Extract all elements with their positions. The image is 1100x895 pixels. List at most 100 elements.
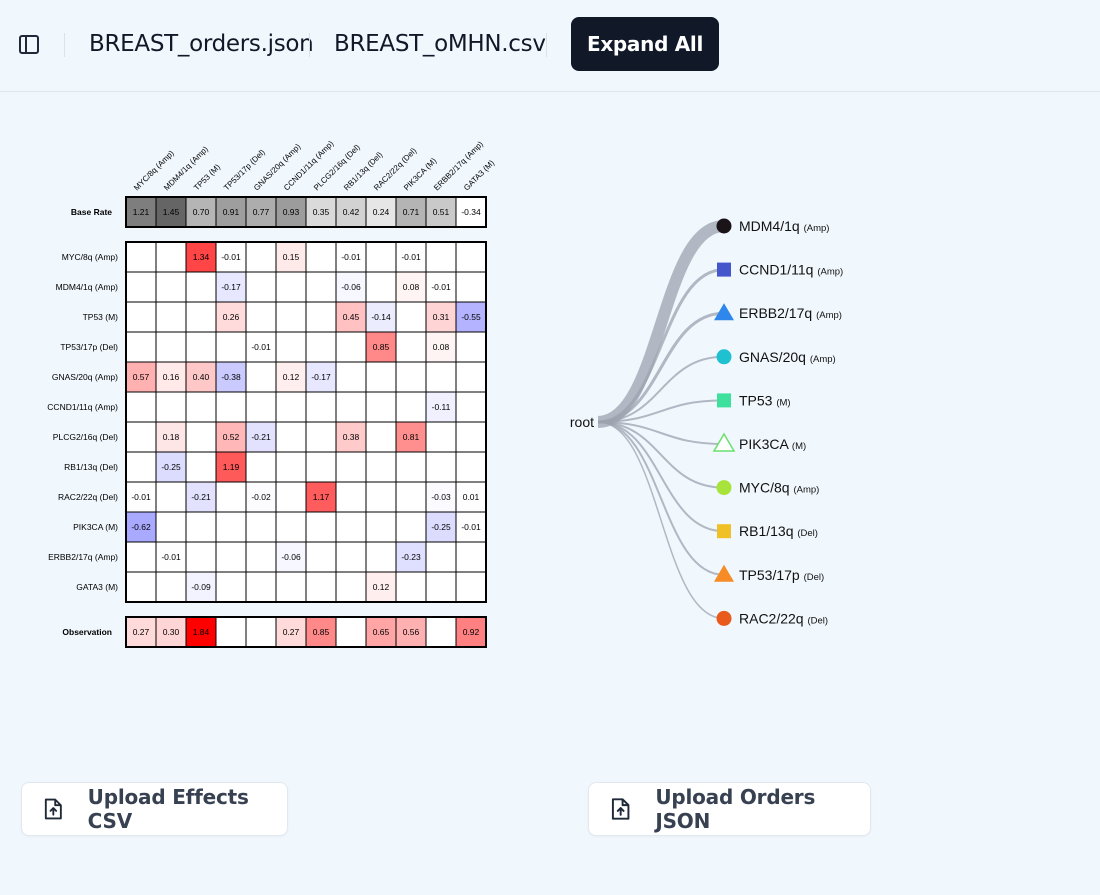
effect-cell <box>455 271 487 303</box>
effect-cell <box>425 421 457 453</box>
effect-cell: 0.26 <box>215 301 247 333</box>
effect-cell <box>425 361 457 393</box>
effect-cell: 0.12 <box>275 361 307 393</box>
circle-marker-icon <box>716 218 732 234</box>
base-rate-label: Base Rate <box>71 207 112 217</box>
effect-cell <box>275 571 307 603</box>
triangle-marker-icon <box>714 564 734 582</box>
effect-cell <box>455 331 487 363</box>
tree-node[interactable]: ERBB2/17q (Amp) <box>714 303 842 321</box>
effect-cell: 0.40 <box>185 361 217 393</box>
effect-cell <box>335 361 367 393</box>
effect-cell <box>215 571 247 603</box>
base-rate-cell: 0.35 <box>305 196 337 228</box>
effect-cell <box>125 421 157 453</box>
effect-cell <box>275 301 307 333</box>
tree-node-label: PIK3CA (M) <box>739 436 806 452</box>
upload-effects-csv-button[interactable]: Upload Effects CSV <box>21 782 288 836</box>
effects-heatmap: MYC/8q (Amp) MDM4/1q (Amp) TP53 (M) TP53/17… <box>47 139 496 648</box>
svg-text:-0.21: -0.21 <box>251 432 271 442</box>
tree-node-label: RAC2/22q (Del) <box>739 610 828 626</box>
effect-cell <box>335 571 367 603</box>
effect-cell <box>365 271 397 303</box>
effect-cell <box>395 331 427 363</box>
effect-cell <box>125 541 157 573</box>
observation-cell <box>245 616 277 648</box>
tree-node-label: CCND1/11q (Amp) <box>739 262 843 278</box>
expand-all-button[interactable]: Expand All <box>571 17 719 71</box>
effect-cell: -0.62 <box>125 511 157 543</box>
column-header: TP53 (M) <box>192 162 222 192</box>
file-upload-icon <box>611 798 630 820</box>
effect-cell: 1.19 <box>215 451 247 483</box>
effect-cell: -0.01 <box>455 511 487 543</box>
svg-text:0.24: 0.24 <box>373 207 390 217</box>
effect-cell <box>245 511 277 543</box>
effect-cell <box>275 421 307 453</box>
svg-text:-0.25: -0.25 <box>431 522 451 532</box>
tree-link <box>597 220 725 428</box>
file-tab-effects[interactable]: BREAST_oMHN.csv <box>334 31 546 57</box>
upload-orders-json-button[interactable]: Upload Orders JSON <box>588 782 871 836</box>
tree-node[interactable]: GNAS/20q (Amp) <box>716 349 836 365</box>
row-label: GNAS/20q (Amp) <box>52 372 118 382</box>
effect-cell <box>185 451 217 483</box>
effect-cell <box>455 451 487 483</box>
row-label: GATA3 (M) <box>76 582 118 592</box>
observation-cell: 0.85 <box>305 616 337 648</box>
effect-cell <box>245 541 277 573</box>
square-marker-icon <box>717 393 731 408</box>
tree-node[interactable]: MDM4/1q (Amp) <box>716 218 830 234</box>
sidebar-toggle-icon[interactable] <box>18 34 42 56</box>
top-bar: BREAST_orders.json BREAST_oMHN.csv Expan… <box>0 0 1100 92</box>
svg-text:0.15: 0.15 <box>283 252 300 262</box>
svg-text:1.21: 1.21 <box>133 207 150 217</box>
row-label: MYC/8q (Amp) <box>62 252 118 262</box>
svg-text:0.01: 0.01 <box>463 492 480 502</box>
svg-text:0.12: 0.12 <box>283 372 300 382</box>
base-rate-cell: 0.70 <box>185 196 217 228</box>
effect-cell <box>185 541 217 573</box>
effect-cell: -0.02 <box>245 481 277 513</box>
effect-cell: -0.06 <box>275 541 307 573</box>
effect-cell <box>155 511 187 543</box>
tree-node[interactable]: CCND1/11q (Amp) <box>717 262 843 278</box>
file-tab-orders[interactable]: BREAST_orders.json <box>89 31 314 57</box>
base-rate-cell: 0.71 <box>395 196 427 228</box>
effect-cell: -0.01 <box>155 541 187 573</box>
tree-node[interactable]: RAC2/22q (Del) <box>716 610 829 626</box>
effect-cell <box>335 481 367 513</box>
tree-node[interactable]: TP53/17p (Del) <box>714 564 824 583</box>
effect-cell <box>335 511 367 543</box>
effect-cell <box>215 541 247 573</box>
effect-cell <box>365 511 397 543</box>
tree-node-label: TP53 (M) <box>739 392 791 408</box>
effect-cell <box>215 391 247 423</box>
svg-text:0.27: 0.27 <box>283 627 300 637</box>
effect-cell: 0.31 <box>425 301 457 333</box>
effect-cell <box>185 271 217 303</box>
effect-cell <box>215 331 247 363</box>
svg-text:1.34: 1.34 <box>193 252 210 262</box>
effect-cell: -0.01 <box>215 241 247 273</box>
effect-cell <box>125 301 157 333</box>
effect-cell: 0.38 <box>335 421 367 453</box>
triangle-marker-icon <box>714 303 734 321</box>
row-label: CCND1/11q (Amp) <box>47 402 118 412</box>
svg-text:0.81: 0.81 <box>403 432 420 442</box>
effect-cell <box>215 511 247 543</box>
tree-node[interactable]: MYC/8q (Amp) <box>716 480 820 496</box>
tree-node[interactable]: PIK3CA (M) <box>712 432 806 452</box>
svg-text:0.26: 0.26 <box>223 312 240 322</box>
effect-cell <box>365 481 397 513</box>
tree-node[interactable]: RB1/13q (Del) <box>717 523 818 539</box>
svg-text:-0.01: -0.01 <box>341 252 361 262</box>
svg-text:0.57: 0.57 <box>133 372 150 382</box>
tree-node[interactable]: TP53 (M) <box>717 392 791 408</box>
svg-text:-0.06: -0.06 <box>341 282 361 292</box>
effect-cell <box>455 541 487 573</box>
observation-cell: 0.30 <box>155 616 187 648</box>
effect-cell: -0.01 <box>335 241 367 273</box>
effect-cell <box>275 391 307 423</box>
effect-cell <box>365 451 397 483</box>
